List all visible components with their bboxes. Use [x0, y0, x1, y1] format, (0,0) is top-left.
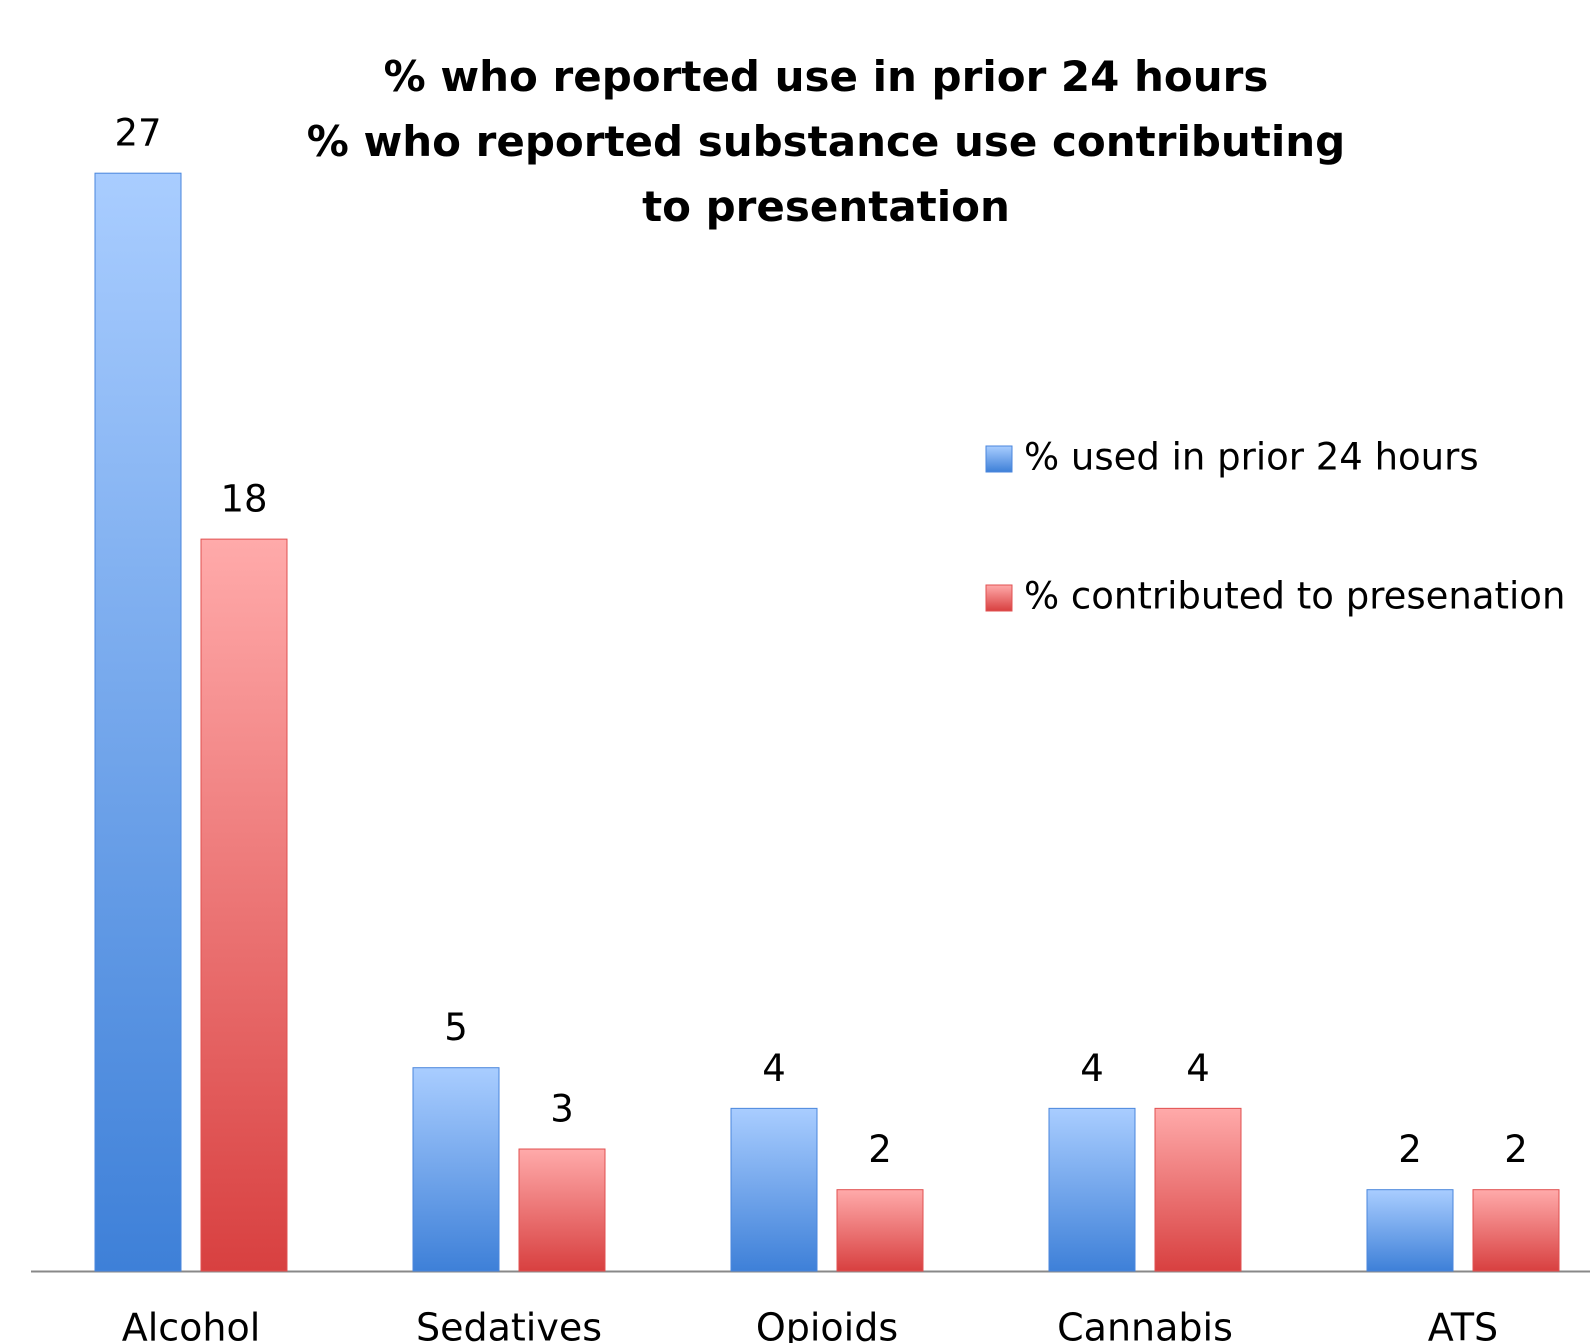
x-tick-label: ATS	[1428, 1306, 1498, 1343]
bar	[730, 1107, 818, 1272]
bar	[412, 1067, 500, 1272]
legend-swatch	[985, 445, 1013, 473]
title-line: % who reported use in prior 24 hours	[383, 52, 1269, 101]
bar	[1154, 1107, 1242, 1272]
chart-title: % who reported use in prior 24 hours % w…	[276, 44, 1376, 239]
title-line: % who reported substance use contributin…	[306, 117, 1346, 231]
x-tick-label: Cannabis	[1057, 1306, 1233, 1343]
bar	[200, 538, 288, 1272]
bar	[1048, 1107, 1136, 1272]
bar	[1472, 1189, 1560, 1272]
value-label: 4	[762, 1047, 786, 1090]
bar	[94, 172, 182, 1272]
value-label: 2	[1398, 1128, 1422, 1171]
value-label: 5	[444, 1006, 468, 1049]
value-label: 18	[220, 478, 267, 521]
legend-label: % used in prior 24 hours	[1024, 436, 1479, 479]
value-label: 2	[1504, 1128, 1528, 1171]
x-tick-label: Opioids	[756, 1306, 898, 1343]
legend-label: % contributed to presenation	[1024, 575, 1565, 618]
bar	[836, 1189, 924, 1272]
value-label: 2	[868, 1128, 892, 1171]
value-label: 27	[114, 112, 161, 155]
bar	[1366, 1189, 1454, 1272]
x-tick-label: Sedatives	[416, 1306, 602, 1343]
x-tick-label: Alcohol	[122, 1306, 261, 1343]
value-label: 4	[1186, 1047, 1210, 1090]
legend-swatch	[985, 584, 1013, 612]
value-label: 4	[1080, 1047, 1104, 1090]
value-label: 3	[550, 1088, 574, 1131]
bar	[518, 1148, 606, 1272]
